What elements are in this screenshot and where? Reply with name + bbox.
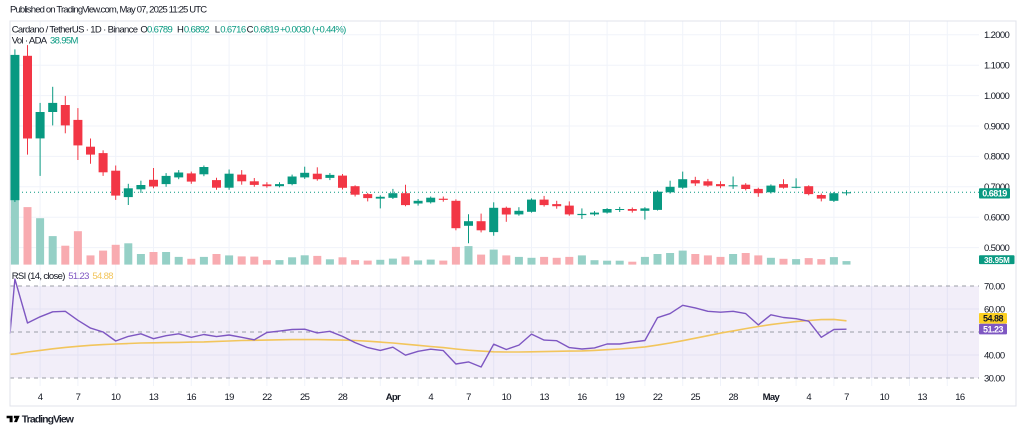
svg-text:54.88: 54.88 — [983, 314, 1004, 324]
svg-text:7: 7 — [76, 392, 81, 403]
svg-text:22: 22 — [653, 392, 663, 403]
svg-text:54.88: 54.88 — [92, 271, 113, 282]
svg-text:RSI (14, close): RSI (14, close) — [12, 271, 66, 282]
svg-text:0.5000: 0.5000 — [984, 243, 1010, 254]
svg-text:51.23: 51.23 — [68, 271, 89, 282]
svg-text:Apr: Apr — [386, 392, 401, 403]
svg-text:O: O — [140, 24, 147, 35]
svg-text:0.8000: 0.8000 — [984, 152, 1010, 163]
svg-text:1.0000: 1.0000 — [984, 91, 1010, 102]
svg-text:Vol · ADA: Vol · ADA — [12, 35, 48, 46]
svg-text:70.00: 70.00 — [984, 281, 1005, 292]
svg-text:38.95M: 38.95M — [50, 35, 79, 46]
svg-text:0.6819: 0.6819 — [982, 189, 1007, 199]
svg-text:25: 25 — [691, 392, 701, 403]
svg-text:TradingView: TradingView — [22, 413, 75, 425]
svg-text:28: 28 — [728, 392, 738, 403]
svg-text:13: 13 — [917, 392, 927, 403]
svg-text:16: 16 — [187, 392, 197, 403]
svg-text:7: 7 — [466, 392, 471, 403]
svg-text:0.7000: 0.7000 — [984, 182, 1010, 193]
svg-text:H: H — [177, 24, 184, 35]
svg-text:0.6000: 0.6000 — [984, 213, 1010, 224]
svg-text:22: 22 — [262, 392, 272, 403]
svg-text:25: 25 — [300, 392, 310, 403]
svg-text:0.9000: 0.9000 — [984, 121, 1010, 132]
svg-text:51.23: 51.23 — [983, 324, 1004, 334]
svg-text:0.6716: 0.6716 — [220, 24, 246, 35]
svg-text:19: 19 — [615, 392, 625, 403]
svg-text:60.00: 60.00 — [984, 304, 1005, 315]
svg-text:10: 10 — [880, 392, 890, 403]
svg-text:Cardano / TetherUS · 1D · Bina: Cardano / TetherUS · 1D · Binance — [12, 24, 138, 35]
svg-text:+0.0030 (+0.44%): +0.0030 (+0.44%) — [280, 24, 346, 35]
svg-text:L: L — [215, 24, 220, 35]
svg-text:13: 13 — [539, 392, 549, 403]
svg-text:0.6819: 0.6819 — [254, 24, 280, 35]
svg-text:4: 4 — [38, 392, 43, 403]
svg-text:16: 16 — [955, 392, 965, 403]
svg-text:May: May — [763, 392, 781, 403]
svg-text:10: 10 — [502, 392, 512, 403]
svg-text:28: 28 — [338, 392, 348, 403]
svg-text:1.2000: 1.2000 — [984, 30, 1010, 41]
svg-text:Published on TradingView.com,: Published on TradingView.com, May 07, 20… — [10, 5, 207, 16]
svg-text:13: 13 — [149, 392, 159, 403]
svg-text:16: 16 — [577, 392, 587, 403]
svg-text:19: 19 — [224, 392, 234, 403]
svg-text:7: 7 — [844, 392, 849, 403]
svg-text:10: 10 — [111, 392, 121, 403]
svg-text:0.6789: 0.6789 — [147, 24, 173, 35]
svg-text:4: 4 — [428, 392, 433, 403]
svg-text:0.6892: 0.6892 — [184, 24, 210, 35]
svg-text:30.00: 30.00 — [984, 373, 1005, 384]
svg-text:38.95M: 38.95M — [984, 256, 1010, 265]
svg-text:1.1000: 1.1000 — [984, 61, 1010, 72]
svg-text:4: 4 — [806, 392, 811, 403]
svg-text:40.00: 40.00 — [984, 350, 1005, 361]
svg-text:C: C — [247, 24, 254, 35]
